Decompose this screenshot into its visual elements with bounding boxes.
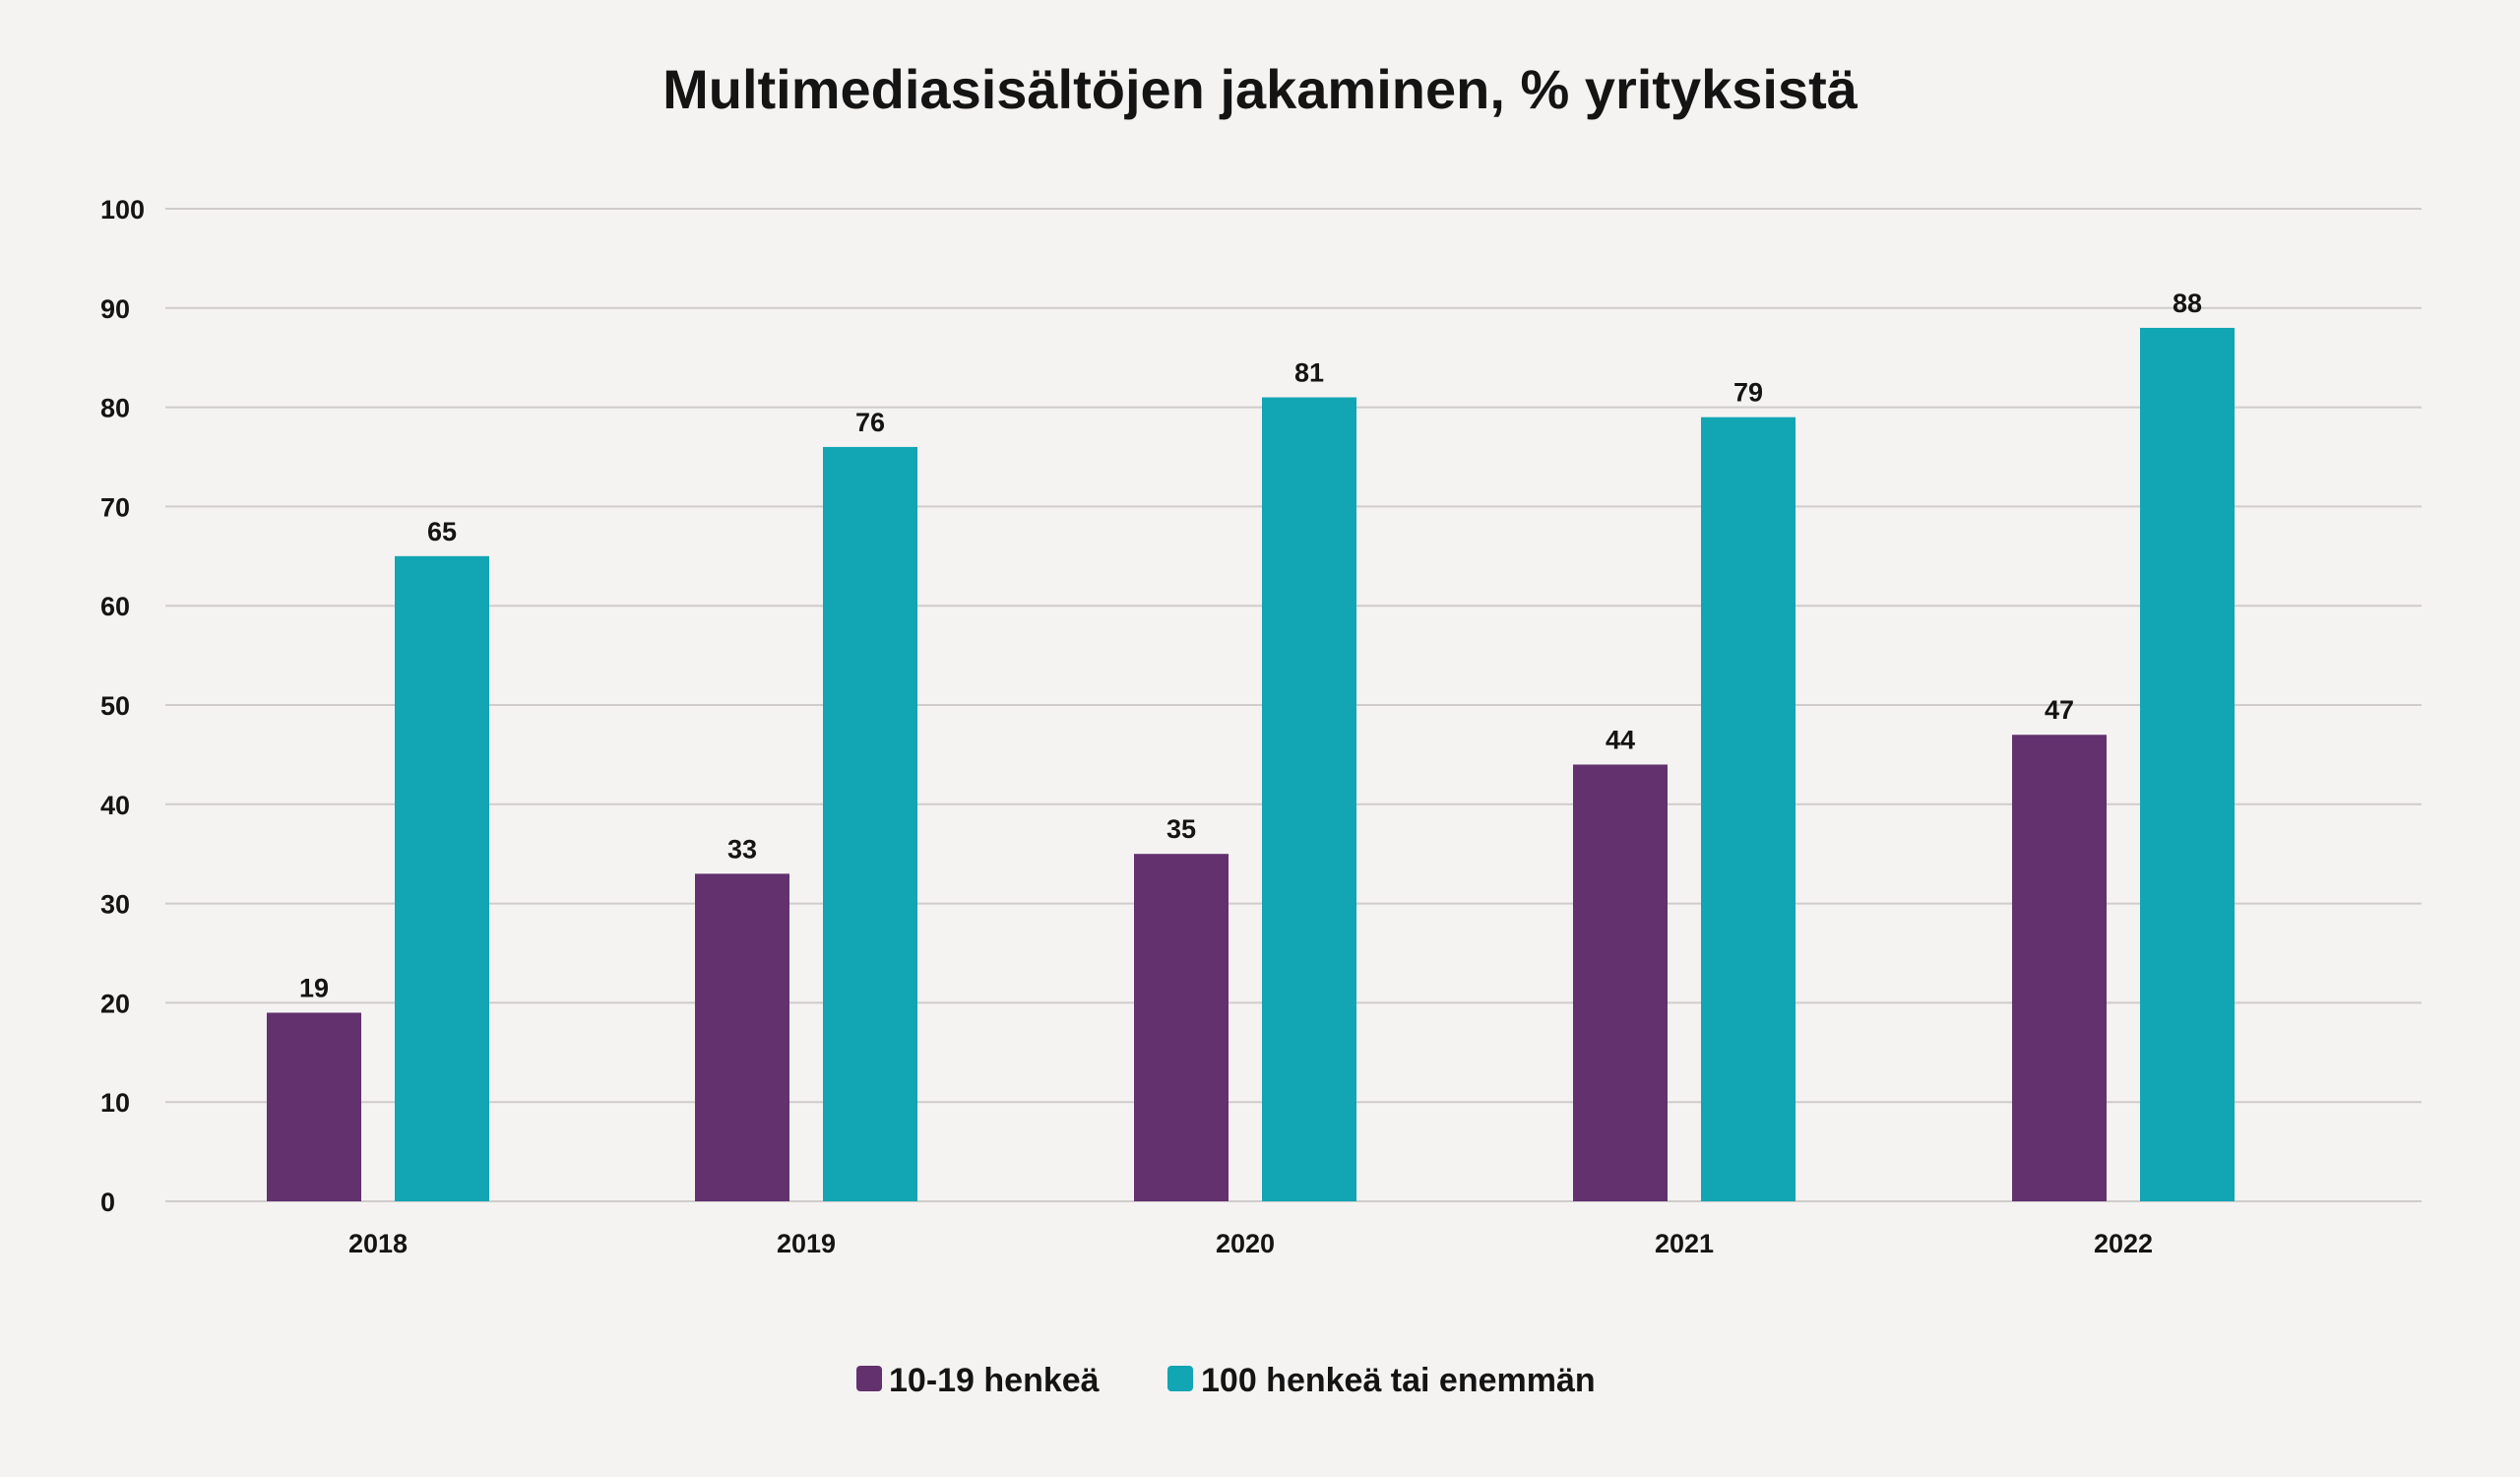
data-label: 65 [427, 517, 457, 546]
bar-small-2020 [1134, 854, 1228, 1201]
data-label: 47 [2045, 695, 2074, 725]
data-label: 76 [855, 408, 885, 437]
bar-large-2020 [1262, 397, 1356, 1201]
y-tick-label: 60 [100, 592, 130, 621]
y-tick-label: 50 [100, 691, 130, 721]
legend-label-small: 10-19 henkeä [889, 1362, 1100, 1399]
y-tick-label: 100 [100, 195, 145, 225]
data-label: 88 [2173, 289, 2202, 318]
x-tick-label: 2022 [2094, 1229, 2153, 1258]
legend: 10-19 henkeä 100 henkeä tai enemmän [856, 1362, 1596, 1399]
y-tick-label: 80 [100, 394, 130, 423]
data-label: 33 [727, 834, 757, 864]
y-tick-label: 0 [100, 1188, 115, 1217]
x-axis-ticks: 2018 2019 2020 2021 2022 [348, 1229, 2153, 1258]
legend-label-large: 100 henkeä tai enemmän [1201, 1362, 1596, 1399]
data-label: 35 [1166, 814, 1196, 844]
y-tick-label: 70 [100, 492, 130, 522]
x-tick-label: 2021 [1655, 1229, 1714, 1258]
bar-large-2019 [823, 446, 917, 1201]
data-label: 81 [1294, 358, 1324, 388]
bar-small-2022 [2012, 735, 2107, 1201]
bars [267, 327, 2235, 1202]
y-tick-label: 20 [100, 989, 130, 1018]
data-label: 19 [299, 973, 329, 1002]
y-tick-label: 90 [100, 294, 130, 324]
bar-small-2021 [1573, 764, 1668, 1201]
data-labels: 19 65 33 76 35 81 44 79 47 88 [299, 289, 2202, 1003]
chart-title: Multimediasisältöjen jakaminen, % yrityk… [662, 58, 1858, 120]
bar-small-2018 [267, 1012, 361, 1201]
x-tick-label: 2018 [348, 1229, 408, 1258]
legend-swatch-large [1167, 1366, 1193, 1391]
data-label: 44 [1606, 725, 1635, 754]
legend-swatch-small [856, 1366, 882, 1391]
bar-large-2021 [1701, 417, 1796, 1201]
y-tick-label: 30 [100, 890, 130, 920]
bar-large-2022 [2140, 327, 2235, 1202]
bar-large-2018 [395, 555, 489, 1201]
y-axis-ticks: 0 10 20 30 40 50 60 70 80 90 100 [100, 195, 145, 1217]
y-tick-label: 10 [100, 1088, 130, 1118]
bar-small-2019 [695, 873, 789, 1201]
y-tick-label: 40 [100, 791, 130, 820]
x-tick-label: 2020 [1216, 1229, 1275, 1258]
x-tick-label: 2019 [777, 1229, 836, 1258]
data-label: 79 [1733, 378, 1763, 408]
